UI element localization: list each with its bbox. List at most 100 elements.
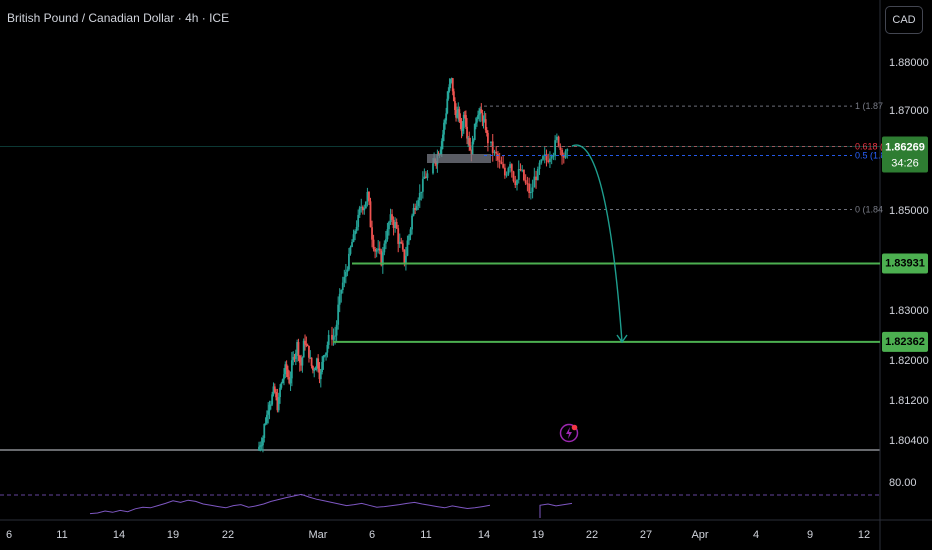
candle-body xyxy=(312,365,314,371)
candle-body xyxy=(561,149,563,157)
fib-label: 0.5 (1.8 xyxy=(855,151,886,161)
candle-body xyxy=(293,356,296,359)
candle-body xyxy=(337,304,340,325)
candle-body xyxy=(418,192,421,201)
y-tick-label: 1.88000 xyxy=(889,57,929,69)
candle-body xyxy=(375,250,378,252)
candle-body xyxy=(538,162,541,169)
candle-body xyxy=(381,252,384,266)
candle-body xyxy=(514,181,517,186)
candle-body xyxy=(346,269,349,272)
candle-body xyxy=(302,340,305,358)
candle-body xyxy=(559,145,562,150)
candle-body xyxy=(394,221,397,228)
candle-body xyxy=(414,207,417,210)
candle-body xyxy=(457,109,460,114)
level-1-label-box xyxy=(882,253,928,274)
candle-body xyxy=(554,140,557,156)
candle-body xyxy=(458,109,461,120)
candle-body xyxy=(470,149,473,155)
candle-body xyxy=(440,141,443,150)
candle-body xyxy=(269,404,272,406)
candle-body xyxy=(377,248,380,251)
candle-body xyxy=(423,176,426,179)
fib-label: 0 (1.84 xyxy=(855,205,883,215)
candle-body xyxy=(405,255,407,264)
candle-body xyxy=(271,394,274,405)
candle-body xyxy=(331,334,333,340)
candle-body xyxy=(260,445,263,447)
candle-body xyxy=(323,355,326,357)
projection-arrow xyxy=(571,144,623,343)
candle-body xyxy=(542,156,544,160)
candle-body xyxy=(432,163,434,174)
candle-body xyxy=(517,169,520,180)
candle-body xyxy=(283,374,285,380)
candle-body xyxy=(446,98,449,114)
candle-body xyxy=(519,169,522,171)
candle-body xyxy=(408,235,410,241)
candle-body xyxy=(357,214,360,227)
candle-body xyxy=(564,151,567,158)
projection-arrowhead xyxy=(616,334,628,344)
candle-body xyxy=(301,357,304,366)
candle-body xyxy=(348,253,350,270)
candle-body xyxy=(264,423,267,425)
candle-body xyxy=(516,179,518,186)
candle-body xyxy=(459,119,462,122)
candle-body xyxy=(372,239,375,249)
candle-body xyxy=(510,164,513,172)
candle-body xyxy=(465,115,467,127)
candle-body xyxy=(466,126,468,139)
candle-body xyxy=(550,156,553,159)
candle-body xyxy=(322,355,325,362)
x-tick-label: 6 xyxy=(6,529,12,541)
candle-body xyxy=(398,241,401,244)
candle-body xyxy=(289,378,292,384)
candle-body xyxy=(451,78,454,92)
candle-body xyxy=(290,360,293,379)
candle-body xyxy=(547,160,550,162)
candle-body xyxy=(314,367,317,371)
candle-body xyxy=(368,191,370,202)
candle-body xyxy=(524,180,527,184)
candle-body xyxy=(420,191,423,193)
candle-body xyxy=(509,164,511,169)
candle-body xyxy=(308,345,310,358)
candle-body xyxy=(477,115,479,119)
candle-body xyxy=(467,138,470,140)
candle-body xyxy=(566,149,569,152)
candle-body xyxy=(441,134,444,142)
candle-body xyxy=(358,207,361,215)
candle-body xyxy=(273,386,276,393)
rsi-line xyxy=(89,493,491,515)
candle-body xyxy=(332,336,335,340)
candle-body xyxy=(380,250,383,266)
candle-body xyxy=(521,169,524,171)
level-2-label: 1.82362 xyxy=(885,336,925,348)
candle-body xyxy=(272,386,275,395)
candle-body xyxy=(395,221,398,229)
candle-body xyxy=(325,352,327,356)
candle-body xyxy=(349,247,352,254)
candle-body xyxy=(462,114,465,129)
candle-body xyxy=(352,234,355,242)
candle-body xyxy=(335,324,338,336)
candle-body xyxy=(463,114,466,116)
rsi-level-label: 80.00 xyxy=(889,477,917,489)
x-tick-label: 11 xyxy=(56,529,67,541)
candle-body xyxy=(343,276,346,283)
rsi-line-recent xyxy=(539,502,573,518)
y-tick-label: 1.83000 xyxy=(889,305,929,317)
alert-bolt-icon[interactable] xyxy=(559,423,579,443)
x-tick-label: 9 xyxy=(807,529,813,541)
candle-body xyxy=(309,357,312,359)
y-tick-label: 1.81200 xyxy=(889,395,929,407)
candle-body xyxy=(319,372,322,380)
candle-body xyxy=(409,229,412,236)
candle-body xyxy=(292,356,295,361)
candle-body xyxy=(397,228,400,244)
candle-body xyxy=(287,369,289,378)
currency-button[interactable]: CAD xyxy=(885,6,923,34)
